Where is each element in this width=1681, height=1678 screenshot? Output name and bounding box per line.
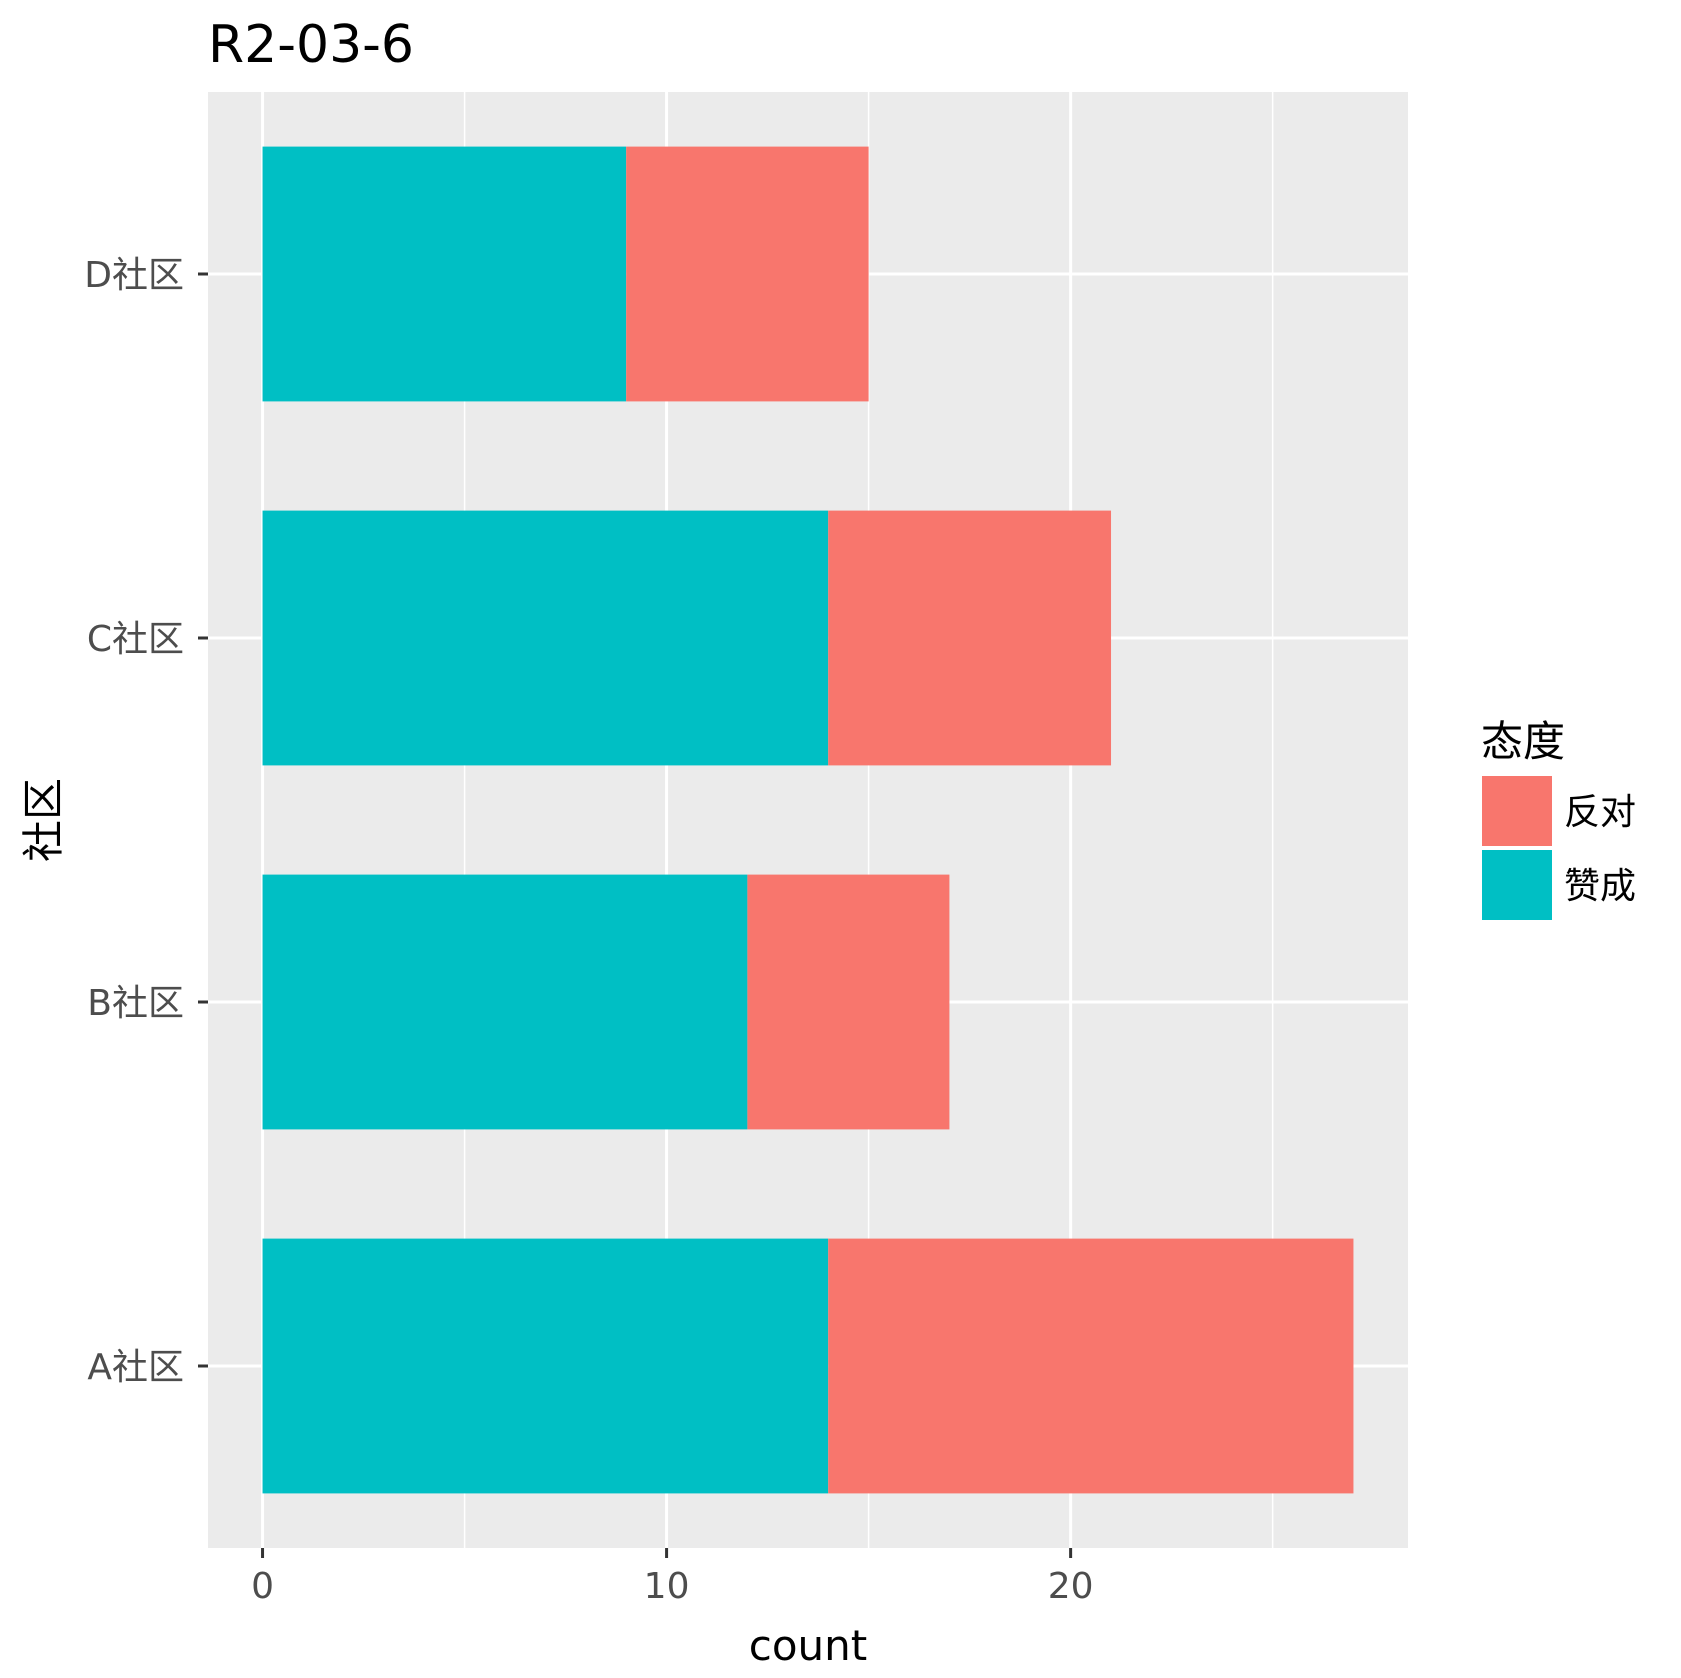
chart-title: R2-03-6: [208, 15, 414, 75]
y-tick-label: D社区: [84, 255, 184, 296]
x-tick-label: 20: [1048, 1566, 1094, 1607]
bar-赞成-D社区: [262, 146, 627, 402]
bar-赞成-B社区: [262, 874, 748, 1130]
y-axis-title: 社区: [19, 778, 68, 862]
y-tick-label: B社区: [87, 983, 184, 1024]
legend-title: 态度: [1481, 717, 1565, 766]
bar-赞成-C社区: [262, 510, 829, 766]
bar-反对-B社区: [747, 874, 950, 1130]
x-tick-label: 10: [644, 1566, 690, 1607]
x-tick-label: 0: [251, 1566, 274, 1607]
bars: [262, 146, 1354, 1494]
x-axis: 0 10 20: [251, 1548, 1094, 1607]
bar-反对-D社区: [626, 146, 869, 402]
x-axis-title: count: [749, 1621, 868, 1670]
legend-key-赞成: [1482, 850, 1552, 920]
y-tick-label: A社区: [87, 1347, 184, 1388]
y-tick-label: C社区: [87, 619, 184, 660]
legend-label: 反对: [1564, 792, 1636, 833]
y-axis: A社区 B社区 C社区 D社区: [84, 255, 208, 1388]
legend-label: 赞成: [1564, 866, 1636, 907]
bar-反对-A社区: [828, 1238, 1354, 1494]
bar-反对-C社区: [828, 510, 1112, 766]
bar-赞成-A社区: [262, 1238, 829, 1494]
legend-key-反对: [1482, 776, 1552, 846]
